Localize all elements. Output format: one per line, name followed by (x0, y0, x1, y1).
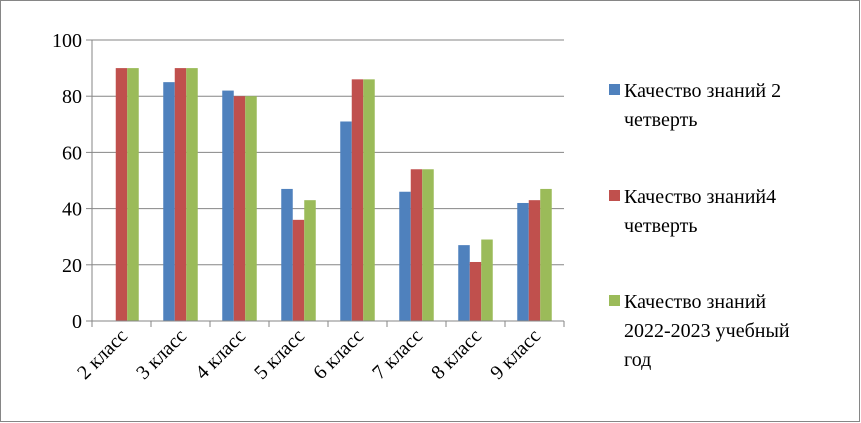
bar (458, 245, 470, 321)
bar (281, 188, 293, 321)
x-tick-label: 2 класс (73, 325, 132, 384)
x-tick-label: 3 класс (132, 325, 191, 384)
x-tick-label: 8 класс (427, 325, 486, 384)
bar (115, 68, 128, 321)
y-tick-label: 20 (62, 255, 82, 277)
y-tick-label: 40 (62, 199, 82, 221)
bar (304, 200, 316, 321)
bar (363, 79, 375, 321)
legend-label: четверть (624, 215, 697, 237)
bar (351, 79, 364, 321)
legend-label: 2022-2023 учебный (624, 320, 790, 342)
y-tick-label: 0 (72, 311, 82, 333)
bar (127, 68, 139, 321)
x-tick-labels: 2 класс 3 класс 4 класс 5 класс 6 класс 7 кла… (73, 325, 545, 384)
legend: Качество знаний 2 четверть Качество знаний… (609, 80, 790, 371)
legend-swatch (609, 84, 620, 95)
x-tick-label: 6 класс (309, 325, 368, 384)
x-tick-label: 9 класс (486, 325, 545, 384)
legend-swatch (609, 295, 620, 306)
bar (540, 188, 552, 321)
axes (86, 39, 565, 327)
y-tick-label: 60 (62, 142, 82, 164)
bar (528, 200, 541, 321)
y-tick-label: 100 (52, 30, 82, 52)
bar (469, 261, 482, 321)
bar (174, 68, 187, 321)
y-tick-labels: 0 20 40 60 80 100 (52, 30, 82, 333)
bar (399, 191, 411, 321)
legend-label: Качество знаний4 (624, 186, 776, 208)
x-tick-label: 4 класс (191, 325, 250, 384)
x-tick-label: 7 класс (368, 325, 427, 384)
bar (340, 121, 352, 322)
legend-swatch (609, 190, 620, 201)
bar (292, 219, 305, 321)
bars (115, 68, 552, 322)
bar (422, 169, 434, 321)
legend-label: Качество знаний (624, 291, 766, 313)
bar (245, 96, 257, 321)
bar (186, 68, 198, 321)
bar (481, 239, 493, 321)
y-tick-label: 80 (62, 86, 82, 108)
legend-label: Качество знаний 2 (624, 80, 781, 102)
bar (233, 96, 246, 321)
gridlines (92, 39, 564, 266)
bar (163, 82, 175, 322)
bar (222, 90, 234, 321)
x-tick-label: 5 класс (250, 325, 309, 384)
bar (517, 202, 529, 321)
bar (410, 169, 423, 321)
legend-label: четверть (624, 109, 697, 131)
legend-label: год (624, 349, 651, 371)
